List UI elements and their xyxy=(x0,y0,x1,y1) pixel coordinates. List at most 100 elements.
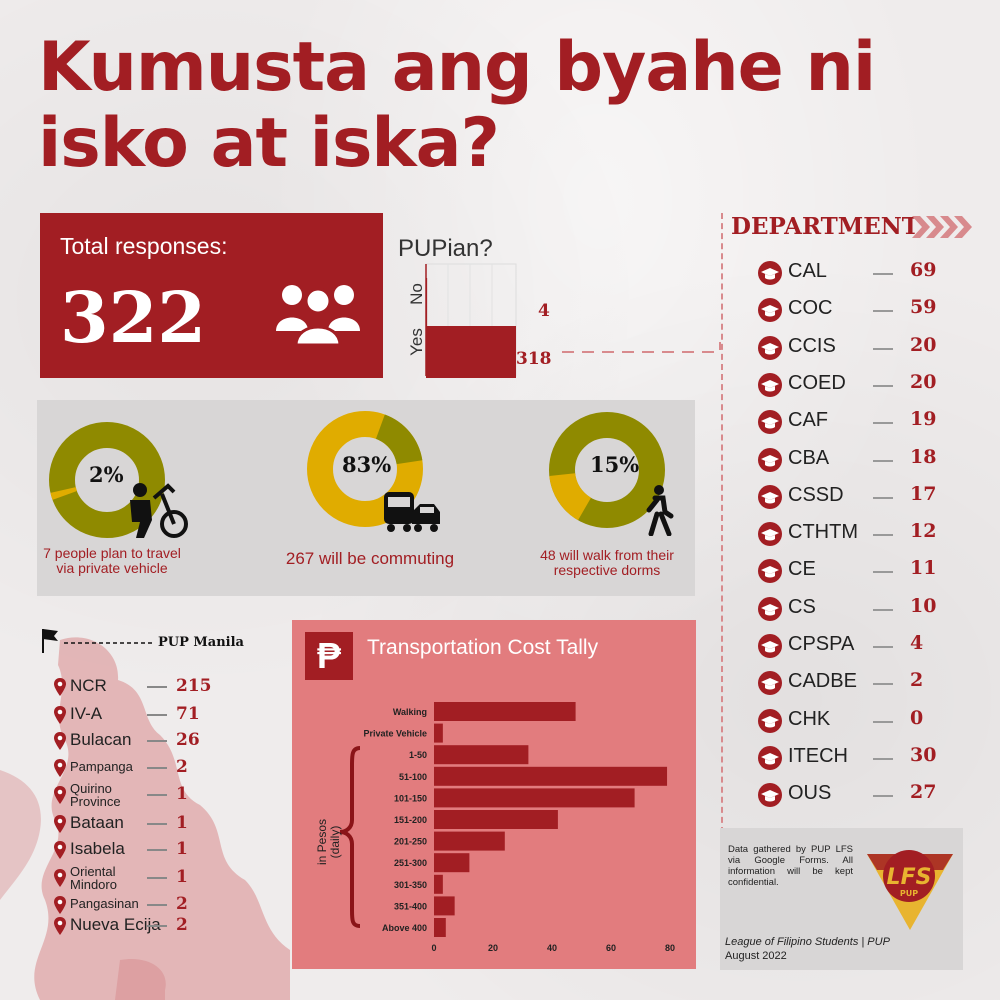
location-pin-icon xyxy=(54,759,66,777)
department-count: 18 xyxy=(910,445,937,468)
region-name: Pangasinan xyxy=(70,896,139,911)
region-name: NCR xyxy=(70,676,107,695)
pupian-title: PUPian? xyxy=(398,235,493,262)
commuting-donut xyxy=(307,411,423,527)
department-count: 27 xyxy=(910,781,937,804)
region-dash xyxy=(147,686,167,688)
department-dash xyxy=(873,459,893,462)
region-count: 1 xyxy=(176,839,188,859)
walking-donut xyxy=(549,412,665,528)
chevron-arrows-icon xyxy=(912,216,972,238)
region-count: 1 xyxy=(176,867,188,887)
department-row: CAF 19 xyxy=(758,407,948,437)
department-divider xyxy=(721,213,723,833)
total-responses-card: Total responses: 322 xyxy=(40,213,383,378)
department-dash xyxy=(873,571,893,574)
department-name: CBA xyxy=(788,446,830,469)
department-dash xyxy=(873,496,893,499)
department-row: CBA 18 xyxy=(758,445,948,475)
svg-text:PUP: PUP xyxy=(900,889,918,898)
department-row: CS 10 xyxy=(758,594,948,624)
department-count: 69 xyxy=(910,259,937,281)
transportation-cost-bar-chart: Walking Private Vehicle 1-50 51-100 101-150 1… xyxy=(315,702,675,953)
cost-bar xyxy=(434,702,576,721)
department-dash xyxy=(873,720,893,723)
cost-tick-label: 251-300 xyxy=(394,858,427,868)
region-count: 26 xyxy=(176,730,200,750)
graduation-cap-icon xyxy=(758,298,782,323)
donut-base xyxy=(49,422,165,538)
department-dash xyxy=(873,757,893,760)
total-responses-value: 322 xyxy=(60,276,207,359)
commuting-caption: 267 will be commuting xyxy=(285,549,455,568)
cost-tick-label: 201-250 xyxy=(394,837,427,847)
pupian-value-label: 318 xyxy=(516,349,552,369)
department-name: CE xyxy=(788,558,816,581)
travel-mode-panel: 2% 7 people plan to travel via private v… xyxy=(37,400,695,596)
cost-tick-label: 151-200 xyxy=(394,815,427,825)
region-count: 2 xyxy=(176,757,188,777)
cost-bar xyxy=(434,766,668,786)
department-row: COED 20 xyxy=(758,370,948,400)
region-count: 2 xyxy=(176,894,188,914)
department-count: 0 xyxy=(910,706,924,729)
region-name: Isabela xyxy=(70,839,125,858)
location-pin-icon xyxy=(54,869,66,887)
data-note-card: Data gathered by PUP LFS via Google Form… xyxy=(720,828,963,970)
cost-x-tick: 80 xyxy=(665,943,675,953)
page-title: Kumusta ang byahe ni isko at iska? xyxy=(38,30,938,182)
department-dash xyxy=(873,422,893,425)
graduation-cap-icon xyxy=(758,410,782,435)
department-count: 19 xyxy=(910,408,937,431)
region-name: Bulacan xyxy=(70,730,132,749)
location-pin-icon xyxy=(54,732,66,750)
department-row: CE 11 xyxy=(758,556,948,586)
private-vehicle-caption: 7 people plan to travel via private vehi… xyxy=(43,545,181,576)
department-dash xyxy=(873,795,893,798)
region-count: 1 xyxy=(176,813,188,833)
cost-bar xyxy=(434,831,505,851)
cost-bar xyxy=(434,788,635,808)
walking-person-icon xyxy=(646,485,674,536)
pupian-connector-line xyxy=(562,342,721,353)
graduation-cap-icon xyxy=(758,261,782,285)
region-dash xyxy=(147,925,167,927)
cost-bar xyxy=(434,918,446,937)
location-pin-icon xyxy=(54,815,66,833)
department-name: CADBE xyxy=(788,670,857,693)
department-name: CHK xyxy=(788,707,831,730)
pup-manila-label: PUP Manila xyxy=(158,635,244,650)
org-name: League of Filipino Students | PUP xyxy=(725,936,890,948)
location-pin-icon xyxy=(54,706,66,724)
cost-tick-label: Above 400 xyxy=(382,923,427,933)
private-vehicle-pct: 2% xyxy=(89,462,124,487)
total-responses-label: Total responses: xyxy=(60,233,228,259)
cost-bar xyxy=(434,723,443,743)
graduation-cap-icon xyxy=(758,596,782,621)
graduation-cap-icon xyxy=(758,783,782,808)
bus-car-icon xyxy=(384,492,440,532)
region-name: Nueva Ecija xyxy=(70,915,161,934)
department-count: 30 xyxy=(910,743,937,766)
region-name: Oriental Mindoro xyxy=(70,864,117,892)
department-dash xyxy=(873,683,893,686)
graduation-cap-icon xyxy=(758,484,782,509)
donut-segment xyxy=(49,422,165,538)
department-count: 12 xyxy=(910,520,937,543)
graduation-cap-icon xyxy=(758,634,782,658)
department-row: OUS 27 xyxy=(758,780,948,810)
cost-tick-label: Walking xyxy=(393,707,427,717)
department-count: 17 xyxy=(910,482,937,505)
department-row: COC 59 xyxy=(758,295,948,325)
svg-text:LFS: LFS xyxy=(887,865,932,890)
cost-tick-label: 301-350 xyxy=(394,880,427,890)
title-line-2: isko at iska? xyxy=(38,104,500,183)
cost-title: Transportation Cost Tally xyxy=(367,636,599,659)
department-row: CHK 0 xyxy=(758,706,948,736)
location-pin-icon xyxy=(54,917,66,935)
region-dash xyxy=(147,714,167,716)
department-dash xyxy=(873,384,893,387)
region-dash xyxy=(147,794,167,796)
pupian-tick-label: Yes xyxy=(407,328,426,356)
graduation-cap-icon xyxy=(758,671,782,696)
